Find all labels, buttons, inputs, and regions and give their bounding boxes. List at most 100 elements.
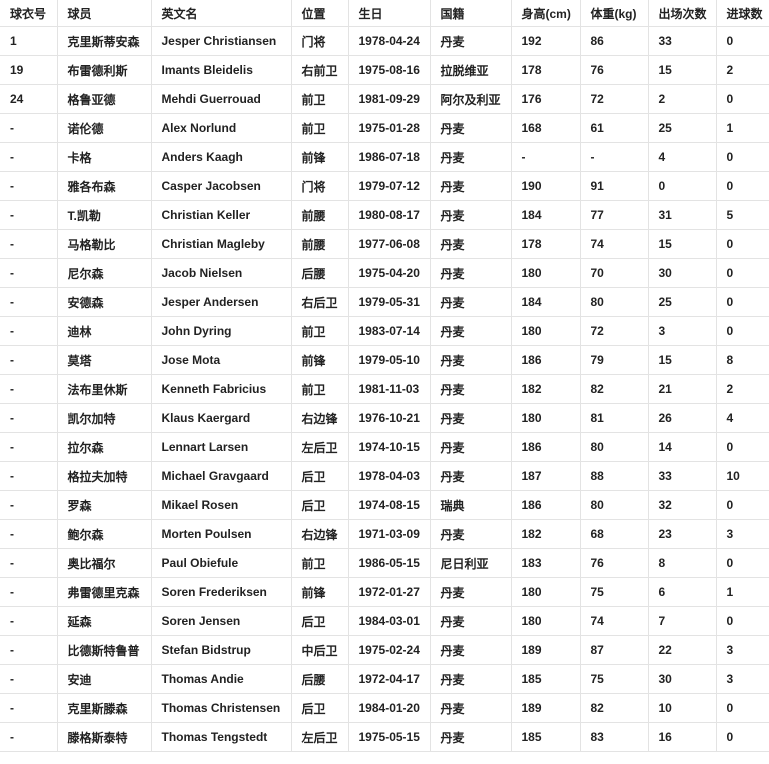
- cell-goals: 0: [715, 432, 769, 462]
- cell-birthdate: 1975-05-15: [347, 722, 431, 752]
- cell-nationality: 丹麦: [429, 635, 512, 665]
- cell-jersey-number: -: [0, 142, 58, 172]
- cell-jersey-number: -: [0, 316, 58, 346]
- cell-height: 180: [510, 316, 581, 346]
- cell-player-name-en: Casper Jacobsen: [150, 171, 292, 201]
- cell-goals: 0: [715, 287, 769, 317]
- cell-nationality: 丹麦: [429, 287, 512, 317]
- cell-goals: 2: [715, 374, 769, 404]
- cell-position: 后卫: [290, 461, 349, 491]
- cell-goals: 3: [715, 519, 769, 549]
- cell-height: 180: [510, 606, 581, 636]
- cell-nationality: 丹麦: [429, 432, 512, 462]
- cell-birthdate: 1971-03-09: [347, 519, 431, 549]
- cell-weight: 70: [579, 258, 649, 288]
- cell-nationality: 丹麦: [429, 26, 512, 56]
- column-header-weight: 体重(kg): [579, 0, 649, 27]
- cell-jersey-number: -: [0, 461, 58, 491]
- cell-goals: 0: [715, 548, 769, 578]
- cell-appearances: 16: [647, 722, 717, 752]
- cell-weight: 68: [579, 519, 649, 549]
- cell-birthdate: 1979-05-10: [347, 345, 431, 375]
- cell-nationality: 丹麦: [429, 258, 512, 288]
- cell-weight: 72: [579, 316, 649, 346]
- table-row: - 尼尔森 Jacob Nielsen 后腰 1975-04-20 丹麦 180 70 30 0: [0, 258, 769, 288]
- cell-appearances: 10: [647, 693, 717, 723]
- cell-player-name-cn: 雅各布森: [56, 171, 152, 201]
- cell-birthdate: 1978-04-03: [347, 461, 431, 491]
- cell-height: 168: [510, 113, 581, 143]
- cell-birthdate: 1975-08-16: [347, 55, 431, 85]
- cell-height: 176: [510, 84, 581, 114]
- table-row: - 雅各布森 Casper Jacobsen 门将 1979-07-12 丹麦 190 91 0…: [0, 171, 769, 201]
- cell-jersey-number: -: [0, 693, 58, 723]
- cell-height: 184: [510, 200, 581, 230]
- cell-goals: 0: [715, 258, 769, 288]
- cell-birthdate: 1979-05-31: [347, 287, 431, 317]
- cell-position: 右后卫: [290, 287, 349, 317]
- cell-jersey-number: -: [0, 113, 58, 143]
- cell-player-name-en: Imants Bleidelis: [150, 55, 292, 85]
- cell-player-name-cn: 比德斯特鲁普: [56, 635, 152, 665]
- table-row: - 延森 Soren Jensen 后卫 1984-03-01 丹麦 180 74 7 0: [0, 606, 769, 636]
- cell-position: 前卫: [290, 374, 349, 404]
- cell-goals: 8: [715, 345, 769, 375]
- cell-position: 前卫: [290, 548, 349, 578]
- cell-player-name-en: Alex Norlund: [150, 113, 292, 143]
- cell-nationality: 丹麦: [429, 519, 512, 549]
- cell-goals: 0: [715, 26, 769, 56]
- cell-player-name-cn: 安德森: [56, 287, 152, 317]
- cell-nationality: 丹麦: [429, 461, 512, 491]
- cell-jersey-number: -: [0, 258, 58, 288]
- cell-position: 后卫: [290, 490, 349, 520]
- cell-appearances: 0: [647, 171, 717, 201]
- cell-weight: 75: [579, 664, 649, 694]
- cell-birthdate: 1980-08-17: [347, 200, 431, 230]
- cell-height: 178: [510, 55, 581, 85]
- cell-jersey-number: -: [0, 635, 58, 665]
- cell-goals: 0: [715, 142, 769, 172]
- cell-goals: 0: [715, 490, 769, 520]
- cell-weight: 77: [579, 200, 649, 230]
- cell-position: 右前卫: [290, 55, 349, 85]
- cell-appearances: 7: [647, 606, 717, 636]
- cell-appearances: 15: [647, 229, 717, 259]
- cell-player-name-cn: 格鲁亚德: [56, 84, 152, 114]
- cell-player-name-cn: 弗雷德里克森: [56, 577, 152, 607]
- cell-nationality: 丹麦: [429, 316, 512, 346]
- cell-birthdate: 1984-03-01: [347, 606, 431, 636]
- cell-birthdate: 1986-05-15: [347, 548, 431, 578]
- cell-player-name-en: Thomas Tengstedt: [150, 722, 292, 752]
- cell-position: 门将: [290, 26, 349, 56]
- cell-appearances: 30: [647, 258, 717, 288]
- cell-player-name-cn: 凯尔加特: [56, 403, 152, 433]
- cell-player-name-en: Thomas Christensen: [150, 693, 292, 723]
- cell-appearances: 25: [647, 113, 717, 143]
- cell-nationality: 丹麦: [429, 113, 512, 143]
- cell-player-name-cn: 诺伦德: [56, 113, 152, 143]
- cell-position: 前腰: [290, 229, 349, 259]
- cell-height: -: [510, 142, 581, 172]
- cell-player-name-cn: 克里斯蒂安森: [56, 26, 152, 56]
- cell-player-name-en: Thomas Andie: [150, 664, 292, 694]
- cell-player-name-cn: 格拉夫加特: [56, 461, 152, 491]
- cell-jersey-number: 24: [0, 84, 58, 114]
- cell-goals: 0: [715, 722, 769, 752]
- cell-nationality: 丹麦: [429, 200, 512, 230]
- cell-birthdate: 1975-04-20: [347, 258, 431, 288]
- cell-birthdate: 1972-01-27: [347, 577, 431, 607]
- cell-jersey-number: -: [0, 432, 58, 462]
- cell-position: 左后卫: [290, 432, 349, 462]
- cell-weight: 79: [579, 345, 649, 375]
- cell-nationality: 尼日利亚: [429, 548, 512, 578]
- cell-height: 185: [510, 722, 581, 752]
- cell-weight: 88: [579, 461, 649, 491]
- cell-position: 右边锋: [290, 403, 349, 433]
- cell-player-name-cn: 布雷德利斯: [56, 55, 152, 85]
- cell-goals: 2: [715, 55, 769, 85]
- cell-player-name-en: John Dyring: [150, 316, 292, 346]
- cell-player-name-cn: 拉尔森: [56, 432, 152, 462]
- cell-birthdate: 1979-07-12: [347, 171, 431, 201]
- cell-height: 180: [510, 577, 581, 607]
- cell-birthdate: 1974-10-15: [347, 432, 431, 462]
